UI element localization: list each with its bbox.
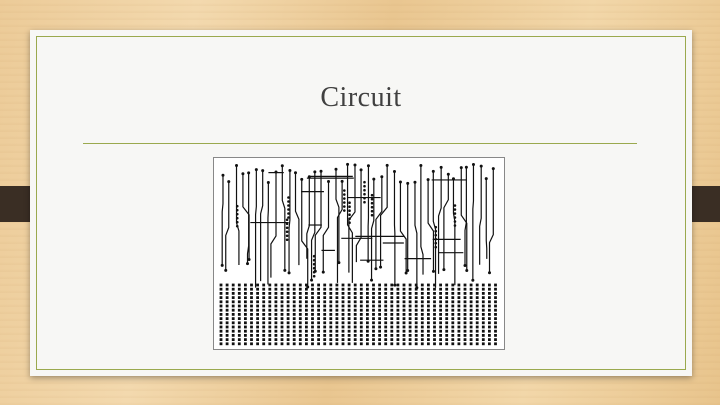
circuit-board-image: [213, 157, 505, 350]
slide-title: Circuit: [320, 82, 402, 113]
slide-inner-border: [36, 36, 686, 370]
circuit-diagram: [219, 162, 497, 346]
title-divider: [83, 143, 637, 144]
